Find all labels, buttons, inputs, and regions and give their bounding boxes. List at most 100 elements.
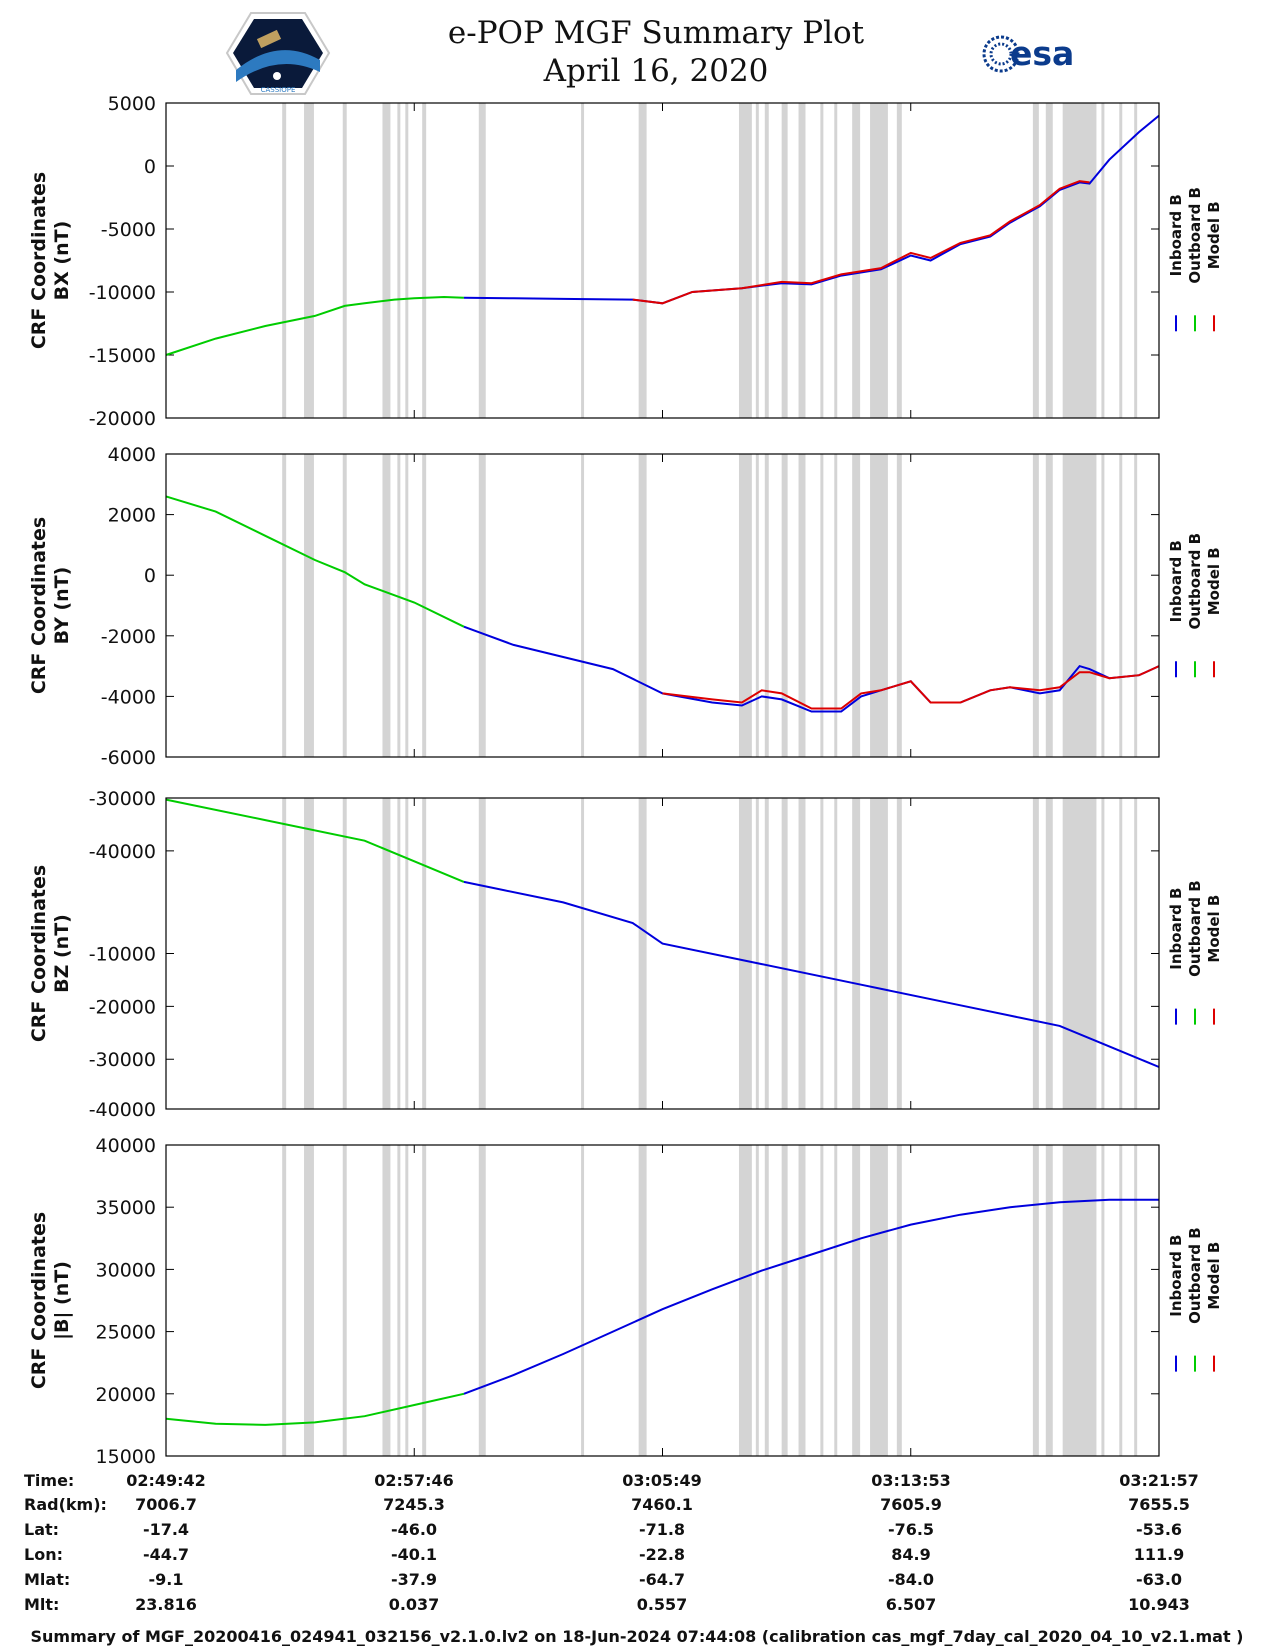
col0-lon: -44.7 bbox=[143, 1545, 189, 1564]
col3-mlat: -84.0 bbox=[888, 1570, 934, 1589]
col4-time: 03:21:57 bbox=[1119, 1471, 1199, 1490]
y-tick-label: -2000 bbox=[101, 626, 156, 648]
shade-band bbox=[638, 798, 647, 1109]
legend-label: Inboard B bbox=[1167, 1235, 1185, 1317]
plot-frame bbox=[165, 102, 1160, 419]
col0-mlt: 23.816 bbox=[135, 1595, 197, 1614]
shade-band bbox=[581, 103, 585, 418]
y-tick-label: 0 bbox=[144, 565, 156, 587]
y-tick-label: -30000 bbox=[89, 1049, 156, 1071]
col4-lat: -53.6 bbox=[1136, 1520, 1182, 1539]
col2-mlt: 0.557 bbox=[637, 1595, 688, 1614]
shade-band bbox=[1119, 103, 1123, 418]
shade-band bbox=[342, 103, 347, 418]
plot-title: e-POP MGF Summary Plot bbox=[448, 15, 865, 51]
shade-band bbox=[1062, 103, 1097, 418]
shade-band bbox=[478, 454, 486, 757]
shade-band bbox=[738, 454, 752, 757]
shade-band bbox=[405, 1145, 409, 1456]
shade-band bbox=[342, 798, 347, 1109]
shade-band bbox=[896, 454, 902, 757]
col4-mlat: -63.0 bbox=[1136, 1570, 1182, 1589]
y-axis-label-line1: CRF Coordinates bbox=[28, 1212, 50, 1389]
plot-frame bbox=[165, 1144, 1160, 1457]
col1-lon: -40.1 bbox=[391, 1545, 437, 1564]
shade-band bbox=[834, 103, 838, 418]
cassiope-logo: CASSIOPE bbox=[225, 12, 331, 95]
shade-band bbox=[1101, 798, 1105, 1109]
plot-frame bbox=[165, 453, 1160, 758]
y-tick-label: 0 bbox=[144, 156, 156, 178]
shade-band bbox=[304, 103, 314, 418]
shade-band bbox=[764, 454, 769, 757]
shade-band bbox=[834, 798, 838, 1109]
col4-mlt: 10.943 bbox=[1128, 1595, 1190, 1614]
shade-band bbox=[798, 103, 806, 418]
legend-label: Model B bbox=[1205, 1242, 1223, 1310]
col4-rad: 7655.5 bbox=[1128, 1495, 1190, 1514]
shade-band bbox=[870, 798, 888, 1109]
shade-band bbox=[798, 454, 806, 757]
shade-band bbox=[755, 454, 759, 757]
label-lat: Lat: bbox=[24, 1520, 59, 1539]
shade-band bbox=[397, 798, 401, 1109]
shade-band bbox=[1032, 454, 1039, 757]
y-tick-label: -10000 bbox=[89, 282, 156, 304]
shade-band bbox=[1134, 798, 1138, 1109]
shade-band bbox=[870, 103, 888, 418]
shade-band bbox=[422, 103, 427, 418]
label-lon: Lon: bbox=[24, 1545, 63, 1564]
shade-band bbox=[382, 454, 391, 757]
shade-band bbox=[798, 1145, 806, 1456]
legend: Inboard B Outboard B Model B bbox=[1167, 533, 1223, 678]
series-model-b bbox=[632, 180, 1090, 305]
legend: Inboard B Outboard B Model B bbox=[1167, 880, 1223, 1025]
shade-band bbox=[405, 798, 409, 1109]
col2-rad: 7460.1 bbox=[631, 1495, 693, 1514]
shade-band bbox=[820, 1145, 824, 1456]
y-axis-label-line2: BZ (nT) bbox=[51, 914, 73, 993]
col2-lon: -22.8 bbox=[639, 1545, 685, 1564]
y-axis-label-line2: |B| (nT) bbox=[51, 1261, 73, 1340]
shade-band bbox=[581, 798, 585, 1109]
col3-mlt: 6.507 bbox=[886, 1595, 937, 1614]
y-axis-label-line2: BY (nT) bbox=[51, 567, 73, 645]
y-tick-label: -15000 bbox=[89, 345, 156, 367]
series-outboard-b bbox=[165, 295, 464, 356]
col2-lat: -71.8 bbox=[639, 1520, 685, 1539]
shade-band bbox=[764, 1145, 769, 1456]
shade-band bbox=[342, 454, 347, 757]
shade-band bbox=[638, 1145, 647, 1456]
shade-band bbox=[1032, 798, 1039, 1109]
cassiope-logo-text: CASSIOPE bbox=[261, 86, 296, 94]
shade-band bbox=[834, 1145, 838, 1456]
y-tick-label: 2000 bbox=[108, 505, 156, 527]
legend-label: Inboard B bbox=[1167, 888, 1185, 970]
shade-band bbox=[422, 454, 427, 757]
shade-band bbox=[397, 1145, 401, 1456]
shade-band bbox=[852, 798, 861, 1109]
series-inboard-b bbox=[463, 625, 1160, 713]
shade-band bbox=[870, 454, 888, 757]
shade-band bbox=[1032, 1145, 1039, 1456]
y-tick-label: -4000 bbox=[101, 686, 156, 708]
label-mlt: Mlt: bbox=[24, 1595, 59, 1614]
header: CASSIOPE e-POP MGF Summary Plot April 16… bbox=[225, 12, 1074, 95]
legend-label: Outboard B bbox=[1186, 1227, 1204, 1324]
shade-band bbox=[852, 103, 861, 418]
col1-mlat: -37.9 bbox=[391, 1570, 437, 1589]
y-tick-label: 40000 bbox=[96, 1135, 156, 1157]
col0-lat: -17.4 bbox=[143, 1520, 189, 1539]
y-tick-label: 20000 bbox=[96, 1384, 156, 1406]
col3-rad: 7605.9 bbox=[880, 1495, 942, 1514]
shade-band bbox=[282, 103, 287, 418]
legend-label: Inboard B bbox=[1167, 194, 1185, 276]
series-inboard-b bbox=[463, 1198, 1159, 1395]
y-tick-label: -10000 bbox=[89, 944, 156, 966]
shade-band bbox=[581, 1145, 585, 1456]
y-tick-label: -40000 bbox=[89, 841, 156, 863]
shade-band bbox=[781, 798, 788, 1109]
series-model-b bbox=[662, 665, 1160, 710]
shade-band bbox=[405, 103, 409, 418]
shade-band bbox=[1032, 103, 1039, 418]
